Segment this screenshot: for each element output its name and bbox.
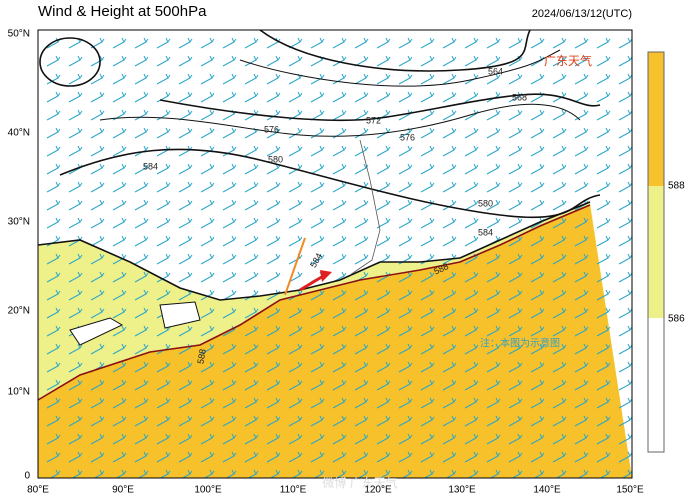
lat-label: 20°N <box>8 306 30 317</box>
contour-label: 584 <box>143 161 158 171</box>
lon-axis: 80°E 90°E 100°E 110°E 120°E 130°E 140°E … <box>27 485 644 496</box>
contour-label: 576 <box>264 124 279 134</box>
lon-label: 110°E <box>280 485 307 496</box>
contours <box>38 30 601 301</box>
lon-label: 130°E <box>448 485 476 496</box>
lon-label: 100°E <box>194 485 222 496</box>
contour-label: 580 <box>268 154 283 164</box>
colorbar-frame <box>647 51 665 453</box>
lat-label: 0 <box>24 471 30 482</box>
map <box>38 30 632 478</box>
contour-label: 572 <box>366 115 381 125</box>
logo: 广东天气 <box>544 53 592 68</box>
coastline <box>349 139 381 276</box>
colorbar-label: 586 <box>668 314 685 325</box>
lat-axis: 50°N 40°N 30°N 20°N 10°N 0 <box>8 29 31 482</box>
colorbar-588 <box>648 52 664 186</box>
title: Wind & Height at 500hPa <box>38 3 207 20</box>
time: 2024/06/13/12(UTC) <box>532 8 632 20</box>
lon-label: 90°E <box>112 485 134 496</box>
wind-barbs <box>38 30 632 478</box>
colorbar-label: 588 <box>668 181 685 192</box>
lon-label: 140°E <box>533 485 561 496</box>
lat-label: 40°N <box>8 128 30 139</box>
colorbar: 588 586 <box>647 51 685 453</box>
lon-label: 80°E <box>27 485 49 496</box>
contour-label: 568 <box>512 92 527 102</box>
arrow-head <box>320 270 332 282</box>
colorbar-low <box>648 318 664 452</box>
contour-label: 580 <box>478 198 493 208</box>
note: 注：本图为示意图 <box>480 337 560 350</box>
contour-label: 564 <box>488 66 503 76</box>
watermark: 微博 广东天气 <box>322 475 397 490</box>
lon-label: 150°E <box>616 485 644 496</box>
trough-line <box>284 237 306 296</box>
lat-label: 30°N <box>8 217 30 228</box>
contour-label: 576 <box>400 132 415 142</box>
colorbar-586 <box>648 186 664 318</box>
contour-label: 588 <box>195 348 207 365</box>
lat-label: 10°N <box>8 387 30 398</box>
lon-label: 120°E <box>364 485 392 496</box>
contour-588 <box>38 204 591 401</box>
lat-label: 50°N <box>8 29 30 40</box>
contour-label: 584 <box>478 227 493 237</box>
map-frame <box>37 29 633 479</box>
arrow <box>299 273 326 292</box>
closed-lows <box>69 301 201 346</box>
